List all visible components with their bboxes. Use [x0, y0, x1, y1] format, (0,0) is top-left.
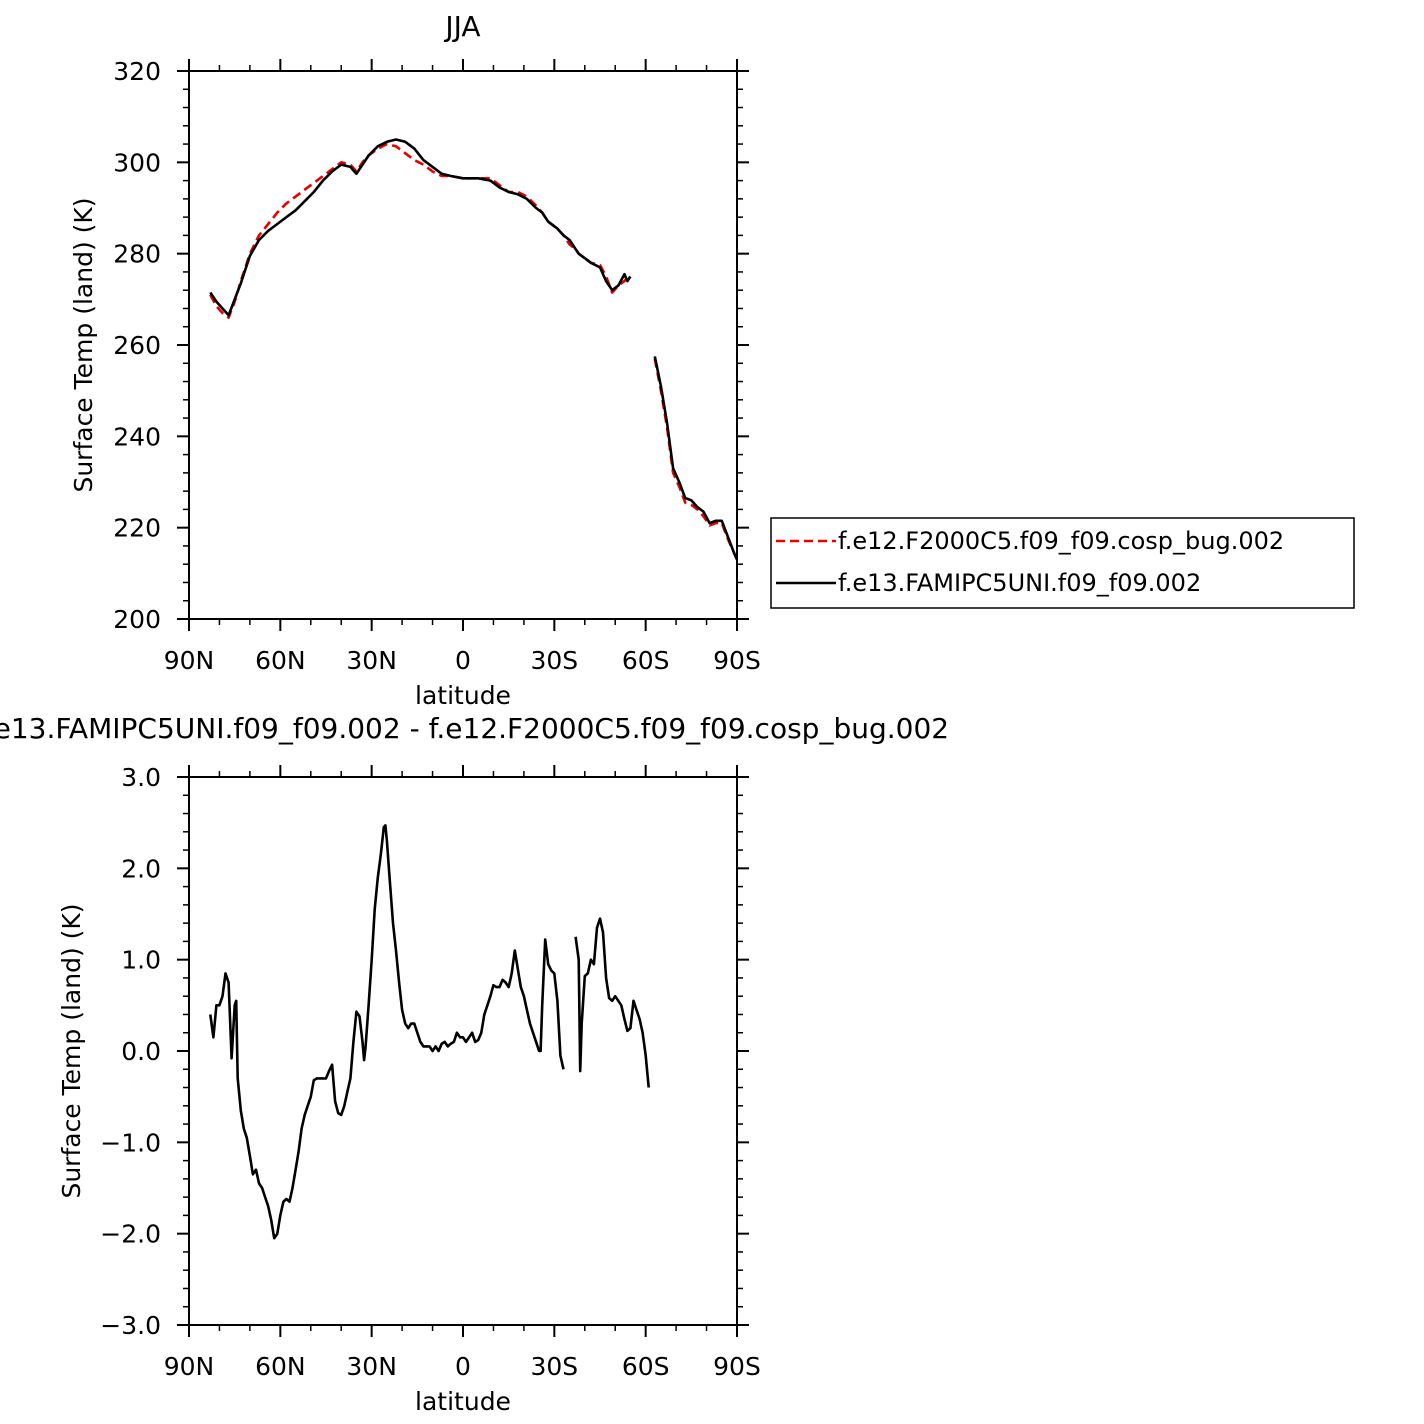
x-tick-label: 60N — [255, 646, 306, 675]
bottom-ticks: 90N 60N 30N 0 30S 60S 90S 3.0 2.0 1.0 0.0 −1.0 −2.0 −… — [100, 763, 761, 1381]
legend-box — [770, 517, 1355, 609]
legend: f.e12.F2000C5.f09_f09.cosp_bug.002 f.e13… — [770, 517, 1355, 609]
y-tick-label: 220 — [113, 514, 161, 543]
legend-label-cosp-bug: f.e12.F2000C5.f09_f09.cosp_bug.002 — [838, 527, 1284, 555]
x-tick-label: 0 — [455, 646, 471, 675]
y-tick-label: 240 — [113, 422, 161, 451]
bottom-chart-title: f.e13.FAMIPC5UNI.f09_f09.002 - f.e12.F20… — [0, 712, 949, 745]
series-line-0 — [209, 142, 632, 319]
x-tick-label: 30S — [530, 646, 578, 675]
top-ticks: 90N 60N 30N 0 30S 60S 90S 200 220 240 260 280 300 320 — [113, 57, 761, 675]
y-tick-label: −2.0 — [100, 1220, 161, 1249]
top-series — [209, 138, 739, 561]
top-y-axis-label: Surface Temp (land) (K) — [69, 197, 98, 492]
series-line-0 — [209, 824, 565, 1240]
y-tick-label: 1.0 — [121, 946, 161, 975]
legend-label-famipc5uni: f.e13.FAMIPC5UNI.f09_f09.002 — [838, 569, 1201, 597]
x-tick-label: 30N — [346, 1352, 397, 1381]
x-tick-label: 0 — [455, 1352, 471, 1381]
y-tick-label: −3.0 — [100, 1311, 161, 1340]
y-tick-label: −1.0 — [100, 1128, 161, 1157]
x-tick-label: 90S — [713, 1352, 761, 1381]
x-tick-label: 30N — [346, 646, 397, 675]
y-tick-label: 300 — [113, 148, 161, 177]
series-line-0 — [574, 917, 650, 1088]
x-tick-label: 30S — [530, 1352, 578, 1381]
x-tick-label: 90N — [164, 646, 215, 675]
y-tick-label: 320 — [113, 57, 161, 86]
x-tick-label: 90N — [164, 1352, 215, 1381]
series-line-1 — [653, 356, 739, 561]
bottom-plot-frame — [188, 776, 738, 1326]
top-plot-frame — [188, 70, 738, 620]
x-tick-label: 90S — [713, 646, 761, 675]
series-line-1 — [209, 138, 632, 317]
x-tick-label: 60S — [622, 1352, 670, 1381]
bottom-panel: f.e13.FAMIPC5UNI.f09_f09.002 - f.e12.F20… — [0, 712, 949, 1416]
y-tick-label: 2.0 — [121, 854, 161, 883]
bottom-series — [209, 824, 650, 1240]
x-tick-label: 60N — [255, 1352, 306, 1381]
y-tick-label: 3.0 — [121, 763, 161, 792]
top-x-axis-label: latitude — [415, 681, 511, 710]
y-tick-label: 0.0 — [121, 1037, 161, 1066]
top-panel: JJA 90N 60N 30N 0 30S 60S 90S 200 220 240 260 280 30… — [69, 10, 761, 710]
y-tick-label: 200 — [113, 605, 161, 634]
y-tick-label: 280 — [113, 240, 161, 269]
x-tick-label: 60S — [622, 646, 670, 675]
bottom-y-axis-label: Surface Temp (land) (K) — [57, 903, 86, 1198]
y-tick-label: 260 — [113, 331, 161, 360]
bottom-x-axis-label: latitude — [415, 1387, 511, 1416]
top-chart-title: JJA — [443, 10, 480, 43]
